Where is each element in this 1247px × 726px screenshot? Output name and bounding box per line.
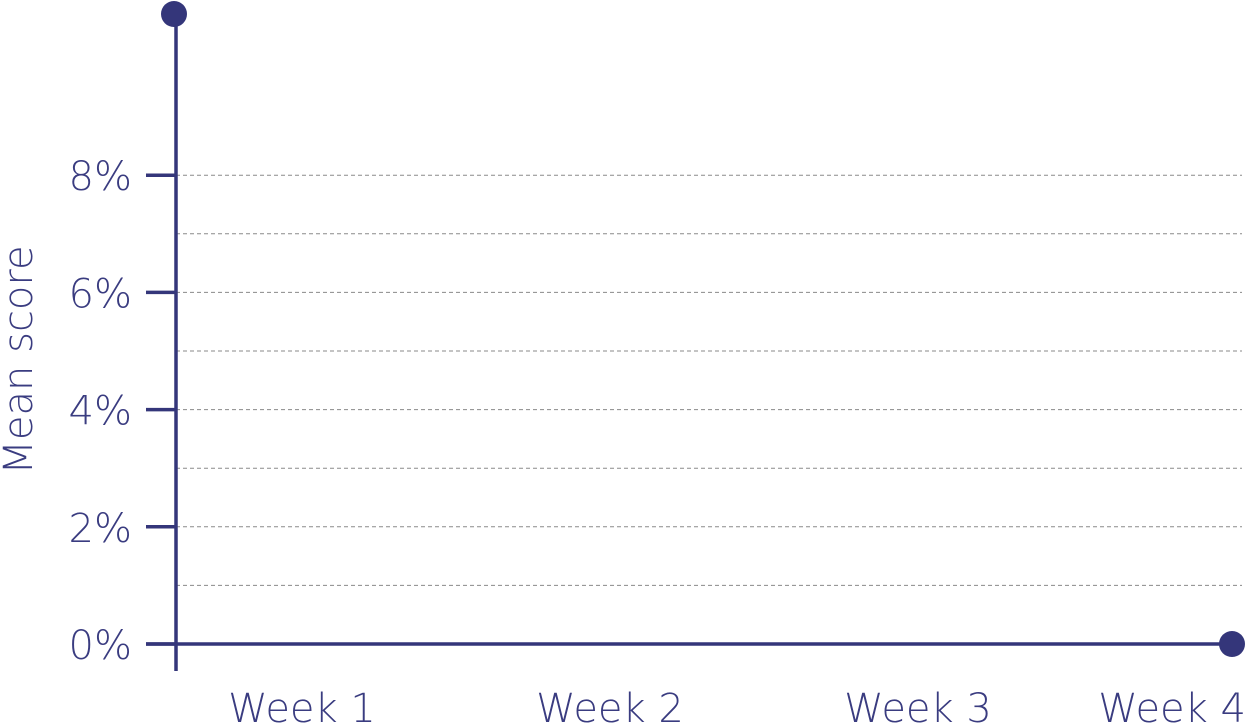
- axes: [146, 1, 1245, 671]
- y-tick-label: 8%: [69, 154, 132, 200]
- y-tick-label: 4%: [69, 389, 132, 435]
- y-tick-label: 0%: [69, 623, 132, 669]
- y-axis-end-dot: [161, 1, 187, 27]
- x-tick-label: Week 3: [844, 686, 992, 726]
- x-axis-end-dot: [1219, 631, 1245, 657]
- gridlines: [176, 174, 1242, 586]
- x-tick-label: Week 1: [228, 686, 376, 726]
- y-tick-label: 6%: [69, 271, 132, 317]
- x-tick-label: Week 4: [1098, 686, 1246, 726]
- y-axis-title: Mean score: [0, 245, 42, 474]
- x-tick-label: Week 2: [536, 686, 684, 726]
- y-tick-label: 2%: [69, 506, 132, 552]
- tick-labels: 0% 2% 4% 6% 8% Week 1 Week 2 Week 3 Week 4: [69, 154, 1246, 726]
